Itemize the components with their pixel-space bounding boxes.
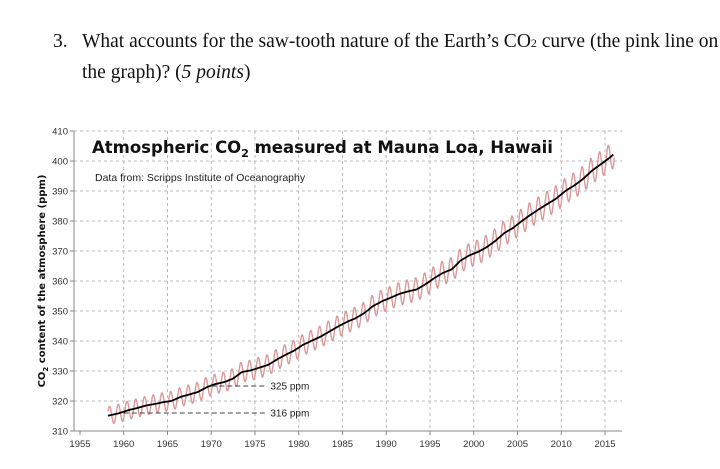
x-tick-label: 2010 xyxy=(551,439,572,450)
y-tick-label: 350 xyxy=(52,307,68,318)
question-text: What accounts for the saw-tooth nature o… xyxy=(82,27,720,87)
tick-labels: 310 320 330 340 350 360 370 380 390 400 410 1955 196… xyxy=(52,127,615,451)
y-tick-label: 390 xyxy=(52,187,68,198)
question-points: 5 points xyxy=(181,62,244,83)
x-tick-label: 2000 xyxy=(463,439,484,450)
monthly-co2-line xyxy=(107,144,616,425)
x-tick-label: 1970 xyxy=(201,439,222,450)
chart-title: Atmospheric CO2 measured at Mauna Loa, H… xyxy=(92,138,553,160)
y-tick-label: 410 xyxy=(52,127,68,138)
y-tick-label: 310 xyxy=(52,427,68,438)
x-tick-label: 1990 xyxy=(376,439,397,450)
y-tick-label: 400 xyxy=(52,157,68,168)
question-text-part: What accounts for the saw-tooth nature o… xyxy=(82,31,531,52)
question-number: 3. xyxy=(53,31,68,52)
subscript: 2 xyxy=(530,36,537,50)
y-tick-label: 340 xyxy=(52,337,68,348)
y-tick-label: 320 xyxy=(52,397,68,408)
annotations: 325 ppm 316 ppm xyxy=(123,382,309,420)
y-tick-label: 370 xyxy=(52,247,68,258)
x-tick-label: 1980 xyxy=(288,439,309,450)
x-tick-label: 1985 xyxy=(332,439,353,450)
y-tick-label: 330 xyxy=(52,367,68,378)
x-tick-label: 2015 xyxy=(594,439,615,450)
y-tick-label: 380 xyxy=(52,217,68,228)
x-tick-label: 1975 xyxy=(244,439,265,450)
series xyxy=(107,144,616,425)
question-text-part: curve (the pink line on the graph)? ( xyxy=(82,31,719,83)
annotation-label: 316 ppm xyxy=(270,409,309,420)
chart-subtitle: Data from: Scripps Institute of Oceanogr… xyxy=(95,172,306,184)
x-tick-label: 1955 xyxy=(69,439,90,450)
annotation-label: 325 ppm xyxy=(270,382,309,393)
x-tick-label: 1960 xyxy=(113,439,134,450)
x-tick-label: 2005 xyxy=(507,439,528,450)
x-tick-label: 1965 xyxy=(157,439,178,450)
question-text-part: ) xyxy=(243,62,251,83)
x-tick-label: 1995 xyxy=(419,439,440,450)
trend-line xyxy=(107,153,614,417)
y-tick-label: 360 xyxy=(52,277,68,288)
y-axis-label: CO2 content of the atmosphere (ppm) xyxy=(37,175,50,388)
